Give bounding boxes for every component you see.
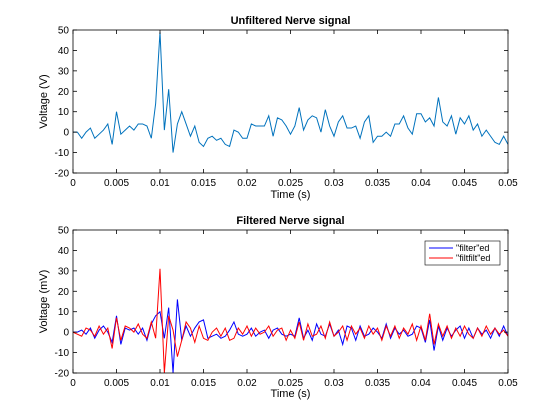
unfiltered-plot-axes: 0 0.005 0.01 0.015 0.02 0.025 0.03 0.035 0.04 0.0…: [38, 15, 518, 201]
unfiltered-x-tick-label: 0.045: [452, 178, 477, 189]
filtered-y-axis-label: Voltage (mV): [38, 270, 50, 334]
unfiltered-x-tick-label: 0.05: [498, 178, 518, 189]
filtered-y-tick-label: 40: [58, 246, 70, 257]
filtered-plot-axes: 0 0.005 0.01 0.015 0.02 0.025 0.03 0.035 0.04 0.0…: [38, 215, 518, 400]
filtered-x-tick-label: 0: [70, 378, 76, 389]
filtered-y-tick-label: 0: [63, 328, 69, 339]
unfiltered-x-axis-label: Time (s): [271, 189, 311, 201]
filtered-y-tick-label: 50: [58, 226, 70, 237]
unfiltered-y-tick-label: 30: [58, 66, 70, 77]
unfiltered-x-tick-label: 0.01: [150, 178, 170, 189]
filtered-y-tick-label: 10: [58, 307, 70, 318]
legend-box: [424, 240, 501, 266]
unfiltered-y-tick-label: 0: [63, 128, 69, 139]
legend-entry-0: "filter"ed: [456, 243, 489, 253]
unfiltered-x-tick-label: 0.02: [237, 178, 257, 189]
filtered-chart-title: Filtered Nerve signal: [236, 215, 344, 227]
filtered-x-tick-label: 0.015: [191, 378, 216, 389]
unfiltered-y-tick-label: 20: [58, 87, 70, 98]
unfiltered-x-tick-label: 0.03: [324, 178, 344, 189]
filtered-x-tick-label: 0.05: [498, 378, 518, 389]
filtered-y-tick-label: 30: [58, 266, 70, 277]
unfiltered-y-tick-label: -20: [55, 169, 70, 180]
filtered-x-tick-label: 0.035: [365, 378, 390, 389]
filtered-x-tick-label: 0.045: [452, 378, 477, 389]
unfiltered-x-tick-label: 0.025: [278, 178, 303, 189]
filtered-x-tick-label: 0.01: [150, 378, 170, 389]
legend-entry-1: "filtfilt"ed: [456, 253, 490, 263]
filtered-x-axis-label: Time (s): [271, 388, 311, 400]
filtered-y-tick-label: -20: [55, 369, 70, 380]
filtered-x-tick-label: 0.02: [237, 378, 257, 389]
unfiltered-x-tick-label: 0.035: [365, 178, 390, 189]
filtered-x-tick-label: 0.025: [278, 378, 303, 389]
unfiltered-y-tick-label: 10: [58, 107, 70, 118]
unfiltered-y-axis-label: Voltage (V): [38, 74, 50, 128]
filtered-legend: "filter"ed"filtfilt"ed: [424, 240, 501, 266]
filtered-series-line-1: [73, 268, 508, 373]
unfiltered-y-tick-label: 40: [58, 46, 70, 57]
unfiltered-series-line-0: [73, 32, 508, 153]
unfiltered-axes-box: [72, 29, 509, 174]
unfiltered-y-tick-label: -10: [55, 148, 70, 159]
filtered-x-tick-label: 0.04: [411, 378, 431, 389]
filtered-y-tick-label: -10: [55, 348, 70, 359]
unfiltered-chart-title: Unfiltered Nerve signal: [231, 15, 351, 27]
filtered-y-tick-label: 20: [58, 287, 70, 298]
unfiltered-x-tick-label: 0: [70, 178, 76, 189]
filtered-x-tick-label: 0.03: [324, 378, 344, 389]
unfiltered-x-tick-label: 0.04: [411, 178, 431, 189]
unfiltered-x-tick-label: 0.015: [191, 178, 216, 189]
unfiltered-y-tick-label: 50: [58, 26, 70, 37]
unfiltered-x-tick-label: 0.005: [104, 178, 129, 189]
filtered-x-tick-label: 0.005: [104, 378, 129, 389]
